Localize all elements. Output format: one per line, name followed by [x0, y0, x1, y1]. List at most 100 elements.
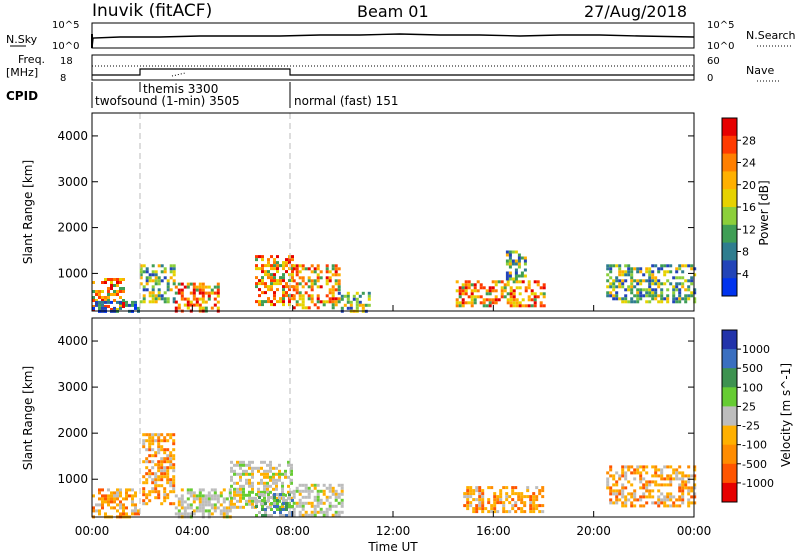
scatter-cell: [651, 264, 655, 268]
scatter-cell: [310, 297, 314, 301]
scatter-cell: [186, 488, 190, 492]
scatter-cell: [281, 481, 284, 485]
scatter-cell: [319, 501, 323, 505]
scatter-cell: [310, 285, 314, 289]
scatter-cell: [207, 497, 211, 501]
colorbar-swatch: [722, 368, 737, 388]
scatter-cell: [660, 501, 664, 505]
scatter-cell: [532, 495, 536, 499]
scatter-cell: [148, 294, 152, 298]
scatter-cell: [527, 304, 531, 308]
scatter-cell: [119, 300, 122, 304]
scatter-cell: [148, 472, 152, 476]
scatter-cell: [488, 289, 492, 293]
scatter-cell: [636, 468, 640, 472]
scatter-cell: [361, 306, 365, 310]
scatter-cell: [213, 506, 217, 510]
nave-label: Nave: [746, 64, 774, 77]
scatter-cell: [630, 288, 634, 292]
scatter-cell: [618, 273, 622, 277]
scatter-cell: [151, 291, 155, 295]
scatter-cell: [201, 509, 205, 513]
scatter-cell: [285, 514, 288, 517]
scatter-cell: [470, 289, 474, 293]
colorbar-swatch: [722, 153, 737, 172]
scatter-cell: [263, 472, 266, 476]
scatter-cell: [151, 478, 155, 482]
scatter-cell: [331, 504, 335, 508]
nsearch-tick-high: 10^5: [707, 20, 734, 31]
scatter-cell: [261, 514, 264, 517]
scatter-cell: [204, 494, 208, 498]
scatter-cell: [285, 499, 288, 502]
scatter-cell: [672, 291, 676, 295]
scatter-cell: [681, 474, 685, 478]
scatter-cell: [473, 286, 477, 290]
scatter-cell: [163, 466, 167, 470]
scatter-cell: [678, 282, 682, 286]
scatter-cell: [310, 300, 314, 304]
scatter-cell: [248, 484, 251, 488]
scatter-cell: [151, 472, 155, 476]
scatter-cell: [134, 303, 137, 307]
scatter-cell: [678, 288, 682, 292]
scatter-cell: [542, 283, 546, 287]
scatter-cell: [337, 300, 341, 304]
scatter-cell: [160, 448, 164, 452]
scatter-cell: [615, 291, 619, 295]
scatter-cell: [137, 509, 140, 513]
scatter-cell: [270, 279, 273, 283]
scatter-cell: [313, 486, 317, 490]
scatter-cell: [651, 489, 655, 493]
scatter-cell: [261, 270, 264, 274]
scatter-cell: [621, 486, 625, 490]
scatter-cell: [157, 478, 161, 482]
scatter-cell: [183, 509, 187, 513]
scatter-cell: [139, 276, 143, 280]
scatter-cell: [254, 496, 257, 500]
scatter-cell: [177, 306, 181, 310]
scatter-cell: [98, 488, 101, 492]
scatter-cell: [204, 285, 208, 289]
scatter-cell: [285, 258, 288, 262]
scatter-cell: [687, 288, 691, 292]
scatter-cell: [606, 291, 610, 295]
scatter-cell: [98, 293, 101, 296]
scatter-cell: [624, 300, 628, 304]
scatter-cell: [304, 501, 308, 505]
scatter-cell: [627, 492, 631, 496]
scatter-cell: [681, 480, 685, 484]
scatter-cell: [145, 457, 149, 461]
scatter-cell: [264, 514, 267, 517]
scatter-cell: [609, 267, 613, 271]
scatter-cell: [624, 273, 628, 277]
scatter-cell: [630, 273, 634, 277]
scatter-cell: [142, 475, 146, 479]
scatter-cell: [630, 267, 634, 271]
scatter-cell: [615, 480, 619, 484]
scatter-cell: [648, 291, 652, 295]
scatter-cell: [355, 303, 359, 307]
scatter-cell: [269, 484, 272, 488]
scatter-cell: [654, 297, 658, 301]
scatter-cell: [500, 280, 504, 284]
scatter-cell: [104, 278, 107, 281]
scatter-cell: [198, 306, 202, 310]
scatter-cell: [521, 304, 525, 308]
scatter-cell: [257, 490, 260, 494]
scatter-cell: [255, 502, 258, 505]
scatter-cell: [654, 288, 658, 292]
scatter-cell: [270, 288, 273, 292]
scatter-cell: [157, 448, 161, 452]
scatter-cell: [627, 264, 631, 268]
scatter-cell: [207, 291, 211, 295]
scatter-cell: [261, 508, 264, 511]
scatter-cell: [542, 286, 546, 290]
scatter-cell: [233, 487, 236, 491]
scatter-cell: [210, 291, 214, 295]
scatter-cell: [606, 471, 610, 475]
scatter-cell: [514, 510, 518, 514]
scatter-cell: [119, 491, 122, 495]
scatter-cell: [473, 298, 477, 302]
colorbar-tick-label: -100: [742, 439, 767, 452]
